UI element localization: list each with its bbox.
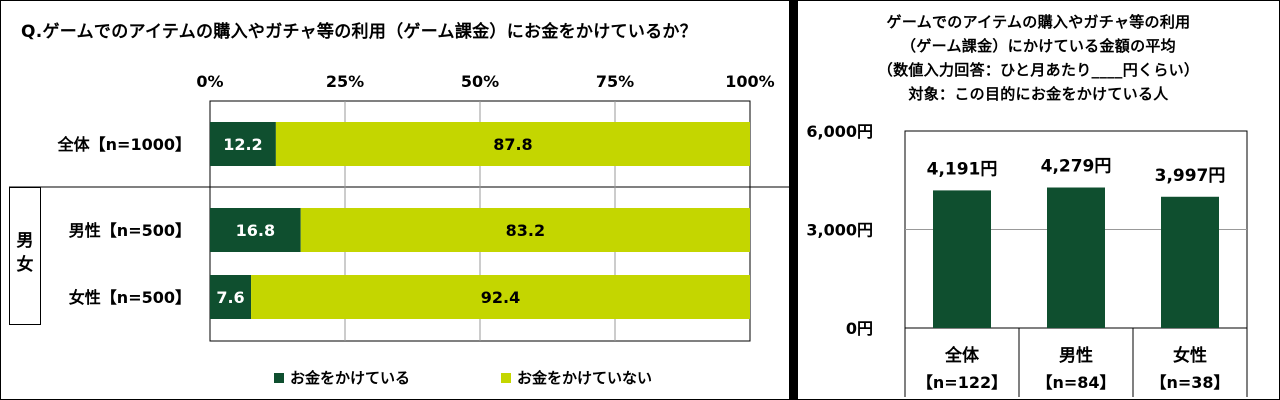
left-x-tick-label: 0% <box>196 72 223 91</box>
right-y-tick-label: 6,000円 <box>806 122 873 141</box>
left-x-tick-label: 75% <box>596 72 634 91</box>
right-title-line-3: （数値入力回答：ひと月あたり____円くらい） <box>877 61 1200 79</box>
left-x-tick-label: 25% <box>326 72 364 91</box>
left-bar-value-label: 7.6 <box>216 288 244 307</box>
legend-item-spending: お金をかけている <box>274 367 410 388</box>
legend-swatch-dark <box>274 372 284 383</box>
left-bar-value-label: 12.2 <box>223 135 262 154</box>
gender-group-label: 男 女 <box>9 187 41 325</box>
left-bar-segment <box>275 122 750 166</box>
left-category-label: 女性【n=500】 <box>69 288 191 307</box>
left-x-tick-label: 50% <box>461 72 499 91</box>
right-title-line-2: （ゲーム課金）にかけている金額の平均 <box>901 37 1176 55</box>
left-chart-title: Q.ゲームでのアイテムの購入やガチャ等の利用（ゲーム課金）にお金をかけているか？ <box>21 22 698 42</box>
left-bar-segment <box>210 122 276 166</box>
left-bar-value-label: 16.8 <box>236 221 275 240</box>
left-category-label: 男性【n=500】 <box>69 221 191 240</box>
left-x-tick-label: 100% <box>725 72 774 91</box>
right-bar <box>1161 196 1219 328</box>
right-y-tick-label: 0円 <box>846 319 873 338</box>
legend-item-not-spending: お金をかけていない <box>501 367 652 388</box>
left-bar-segment <box>210 208 301 252</box>
group-label-char-1: 男 <box>16 231 34 251</box>
right-category-n-label: 【n=122】 <box>917 373 1007 392</box>
right-category-label: 全体 <box>944 345 980 366</box>
right-bar-value-label: 3,997円 <box>1155 166 1226 186</box>
right-title-line-1: ゲームでのアイテムの購入やガチャ等の利用 <box>886 13 1191 31</box>
right-bar <box>1047 187 1105 328</box>
right-chart-panel: ゲームでのアイテムの購入やガチャ等の利用 （ゲーム課金）にかけている金額の平均 … <box>797 0 1280 400</box>
left-bar-value-label: 83.2 <box>506 221 545 240</box>
right-y-tick-label: 3,000円 <box>806 221 873 240</box>
legend-label-not-spending: お金をかけていない <box>517 369 653 387</box>
left-bar-segment <box>251 275 751 319</box>
left-bar-segment <box>210 275 252 319</box>
right-category-label: 男性 <box>1059 345 1093 366</box>
right-bar-value-label: 4,279円 <box>1041 157 1112 177</box>
right-bar-value-label: 4,191円 <box>927 159 998 179</box>
legend-label-spending: お金をかけている <box>290 369 411 387</box>
legend-swatch-light <box>501 372 511 383</box>
left-bar-value-label: 92.4 <box>481 288 520 307</box>
right-title-line-4: 対象：この目的にお金をかけている人 <box>908 85 1169 103</box>
left-chart-panel: Q.ゲームでのアイテムの購入やガチャ等の利用（ゲーム課金）にお金をかけているか？… <box>0 0 790 400</box>
right-category-n-label: 【n=38】 <box>1150 373 1229 392</box>
group-label-char-2: 女 <box>16 255 34 275</box>
left-stacked-bar-chart: 0% 25% 50% 75% 100% 全体【n=1000】 12.2 87.8 男性【n=50… <box>9 72 789 342</box>
left-bar-value-label: 87.8 <box>493 135 532 154</box>
left-category-label: 全体【n=1000】 <box>57 135 191 154</box>
left-bar-segment <box>300 208 750 252</box>
right-category-n-label: 【n=84】 <box>1036 373 1115 392</box>
right-category-label: 女性 <box>1173 345 1207 366</box>
right-bar <box>933 190 991 328</box>
